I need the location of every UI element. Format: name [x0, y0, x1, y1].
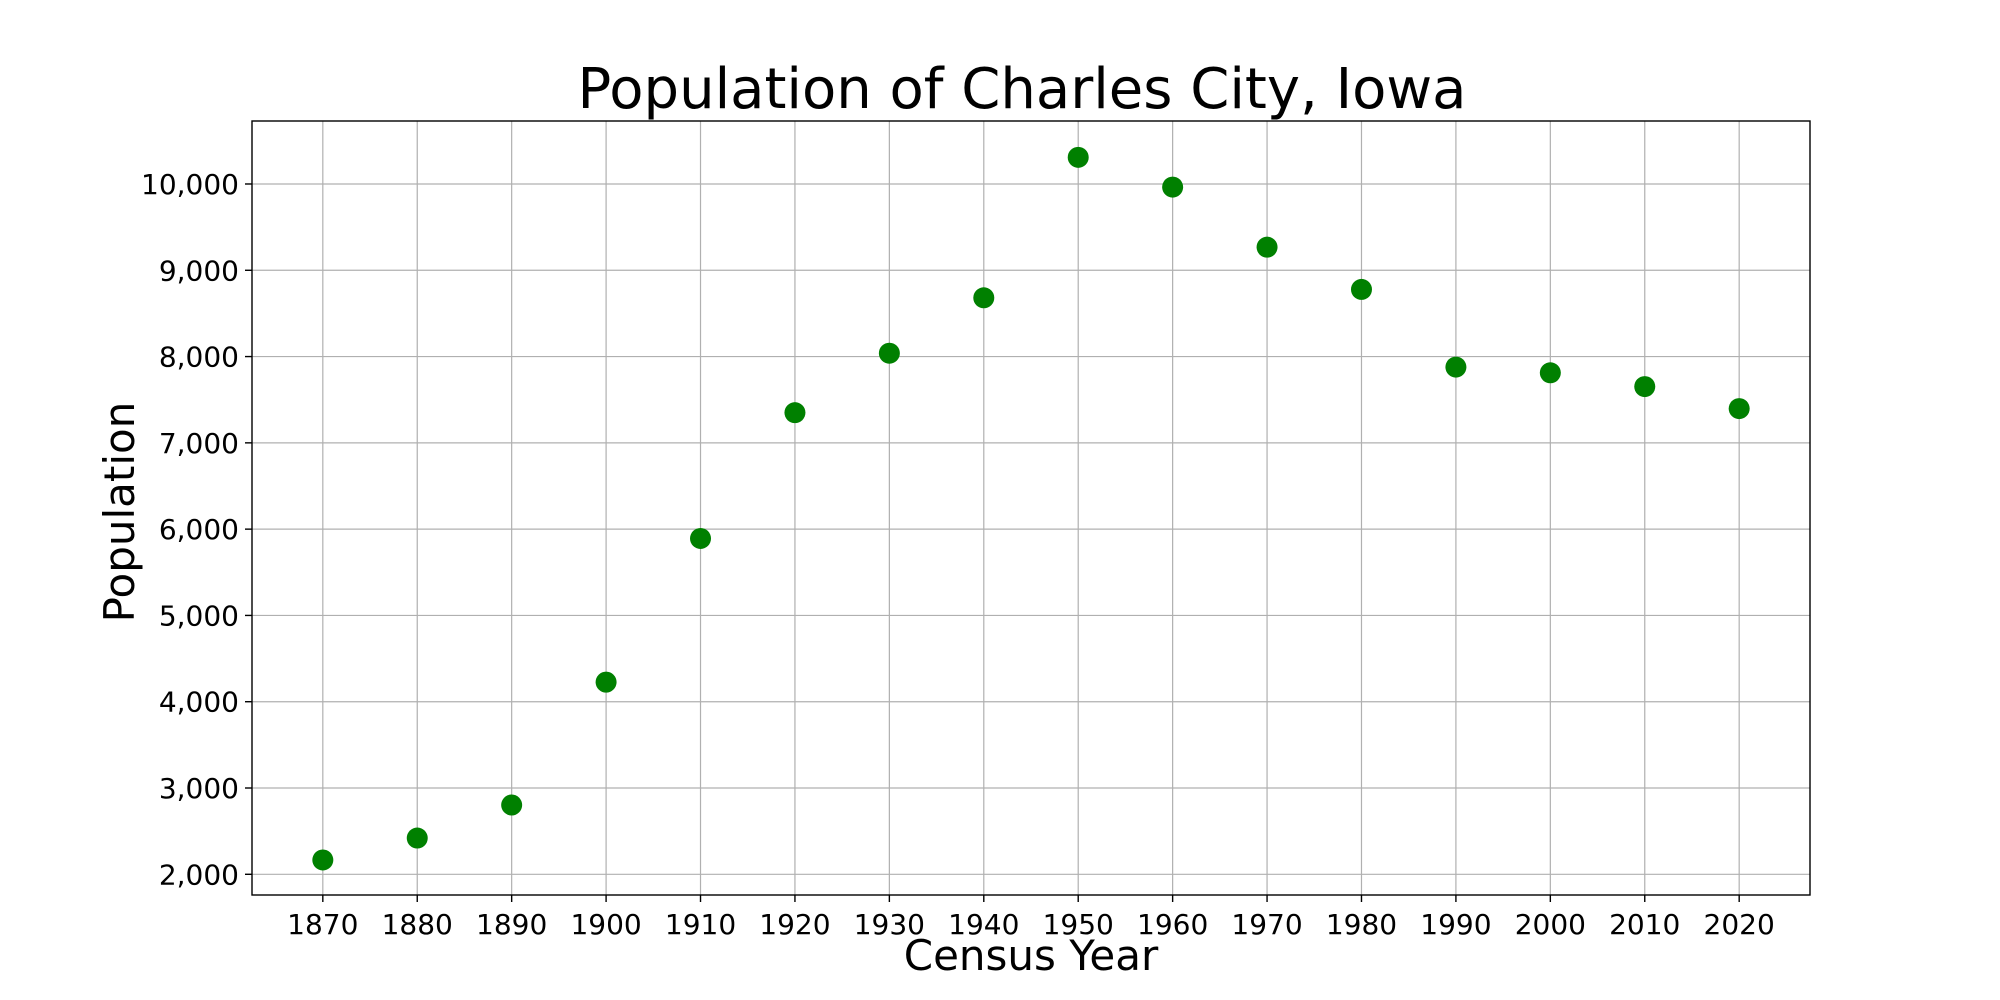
data-point [1634, 376, 1656, 398]
y-tick-label: 10,000 [141, 168, 239, 201]
y-tick-label: 2,000 [159, 858, 239, 891]
data-point [501, 794, 523, 816]
x-tick-label: 1910 [665, 908, 736, 941]
data-point [1539, 362, 1561, 384]
grid-lines [252, 121, 1810, 895]
x-tick-label: 1950 [1043, 908, 1114, 941]
data-point [1445, 356, 1467, 378]
data-point [312, 849, 334, 871]
y-tick-label: 7,000 [159, 427, 239, 460]
data-point [1350, 278, 1372, 300]
data-point [878, 342, 900, 364]
data-point [1728, 398, 1750, 420]
axis-ticks [245, 183, 1740, 902]
x-tick-label: 2020 [1704, 908, 1775, 941]
x-tick-label: 1870 [287, 908, 358, 941]
data-point [784, 402, 806, 424]
data-point [973, 287, 995, 309]
data-point [1256, 236, 1278, 258]
data-point [595, 671, 617, 693]
data-point [1162, 176, 1184, 198]
y-axis-label: Population [95, 402, 144, 623]
y-tick-label: 5,000 [159, 599, 239, 632]
x-tick-label: 1890 [476, 908, 547, 941]
x-tick-label: 1960 [1137, 908, 1208, 941]
y-tick-label: 9,000 [159, 254, 239, 287]
plot-area-frame [251, 120, 1811, 896]
x-tick-label: 2000 [1515, 908, 1586, 941]
x-tick-label: 1930 [854, 908, 925, 941]
data-points [312, 146, 1750, 871]
x-tick-label: 1900 [570, 908, 641, 941]
y-tick-label: 3,000 [159, 772, 239, 805]
data-point [1067, 146, 1089, 168]
y-tick-label: 6,000 [159, 513, 239, 546]
y-axis-tick-labels: 2,000 3,000 4,000 5,000 6,000 7,000 8,000 9,000… [141, 168, 239, 891]
chart-title: Population of Charles City, Iowa [578, 57, 1467, 122]
x-tick-label: 1970 [1231, 908, 1302, 941]
x-tick-label: 1880 [382, 908, 453, 941]
y-tick-label: 4,000 [159, 686, 239, 719]
y-tick-label: 8,000 [159, 341, 239, 374]
x-axis-tick-labels: 1870 1880 1890 1900 1910 1920 1930 1940 1950 1960… [287, 908, 1775, 941]
x-tick-label: 1990 [1420, 908, 1491, 941]
x-tick-label: 1940 [948, 908, 1019, 941]
data-point [406, 827, 428, 849]
data-point [690, 527, 712, 549]
x-axis-label: Census Year [904, 931, 1159, 980]
x-tick-label: 2010 [1609, 908, 1680, 941]
x-tick-label: 1920 [759, 908, 830, 941]
x-tick-label: 1980 [1326, 908, 1397, 941]
